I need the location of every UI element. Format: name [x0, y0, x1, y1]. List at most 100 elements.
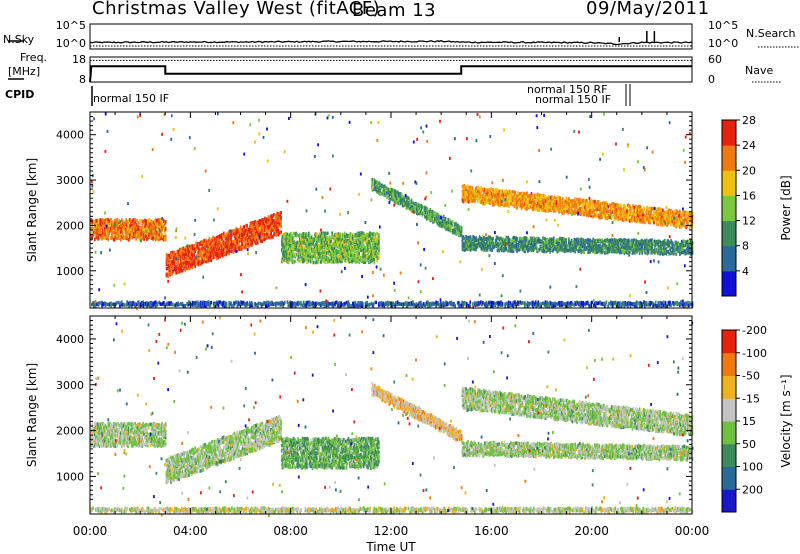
power-panel-cell: [535, 204, 537, 209]
power-panel-cell: [535, 205, 538, 210]
power-panel-cell: [328, 243, 331, 248]
power-panel-cell: [247, 231, 249, 235]
power-panel-cell: [325, 259, 327, 264]
power-panel-cell: [292, 239, 295, 244]
power-panel-cell: [378, 191, 381, 195]
power-panel-cell: [327, 256, 330, 261]
power-panel-cell: [467, 192, 470, 196]
power-panel-cell: [343, 247, 345, 252]
power-panel-cell: [142, 227, 145, 231]
power-panel-cell: [216, 245, 219, 249]
power-panel-cell: [177, 267, 179, 272]
power-panel-cell: [493, 199, 496, 203]
power-panel-cell: [507, 201, 509, 206]
power-panel-cell: [501, 199, 504, 203]
power-panel-cell: [218, 237, 221, 242]
power-panel-cell: [273, 222, 275, 226]
power-panel-cell: [399, 192, 401, 196]
power-panel-cell: [377, 238, 379, 242]
power-panel-cell: [140, 232, 143, 236]
power-panel-cell: [161, 226, 163, 231]
power-panel-cell: [169, 255, 171, 259]
power-panel-cell: [536, 201, 539, 206]
power-panel-cell: [492, 191, 494, 195]
power-panel-cell: [120, 226, 123, 231]
power-panel-cell: [120, 218, 123, 222]
power-panel-cell: [173, 250, 176, 255]
power-panel-cell: [301, 236, 304, 241]
power-panel-cell: [236, 246, 239, 251]
power-panel-cell: [563, 211, 566, 215]
power-panel-cell: [143, 220, 145, 224]
power-panel-cell: [513, 204, 516, 208]
power-panel-cell: [290, 235, 292, 239]
power-panel-cell: [477, 189, 480, 194]
power-panel-cell: [503, 191, 506, 195]
power-panel-cell: [499, 197, 501, 202]
power-panel-cell: [249, 240, 252, 245]
power-panel-cell: [372, 258, 375, 263]
power-panel-cell: [359, 258, 361, 263]
power-panel-cell: [345, 235, 348, 240]
power-panel-cell: [94, 221, 97, 225]
power-panel-cell: [495, 199, 498, 203]
power-panel-cell: [363, 232, 366, 236]
power-panel-cell: [291, 249, 293, 253]
power-panel-cell: [431, 212, 433, 216]
power-panel-cell: [147, 218, 150, 223]
power-panel-cell: [353, 245, 356, 249]
power-panel-cell: [124, 227, 127, 231]
power-panel-cell: [568, 210, 570, 214]
power-panel-cell: [526, 207, 528, 211]
power-panel-cell: [402, 201, 405, 205]
power-panel-cell: [442, 218, 445, 223]
power-panel-cell: [196, 244, 198, 248]
power-panel-cell: [371, 188, 374, 192]
power-panel-cell: [363, 254, 366, 258]
power-panel-cell: [288, 254, 290, 258]
power-panel-cell: [165, 260, 168, 264]
power-panel-cell: [516, 204, 518, 208]
power-panel-cell: [487, 194, 490, 198]
power-panel-cell: [391, 190, 394, 195]
power-panel-cell: [197, 257, 200, 261]
power-panel-cell: [524, 195, 526, 199]
freq-tick: 8: [79, 73, 86, 86]
power-panel-cell: [325, 251, 327, 255]
power-panel-cell: [594, 199, 596, 204]
power-panel-cell: [267, 223, 270, 228]
power-panel-cell: [557, 201, 560, 206]
power-panel-cell: [415, 202, 417, 206]
power-panel-cell: [122, 225, 125, 230]
power-panel-cell: [356, 250, 359, 254]
power-panel-cell: [429, 208, 432, 212]
power-panel-cell: [108, 228, 111, 233]
power-panel-cell: [324, 252, 326, 256]
power-panel-cell: [103, 220, 105, 225]
power-panel-cell: [216, 243, 219, 247]
power-panel-cell: [283, 245, 286, 249]
power-panel-cell: [331, 244, 333, 249]
power-panel-cell: [551, 195, 553, 199]
power-panel-cell: [184, 261, 187, 265]
power-panel-cell: [191, 251, 194, 255]
power-panel-cell: [261, 228, 264, 233]
power-panel-cell: [176, 261, 179, 265]
power-panel-cell: [274, 219, 277, 223]
power-panel-cell: [261, 233, 264, 237]
power-panel-cell: [494, 187, 497, 192]
power-panel-cell: [316, 239, 318, 243]
power-panel-cell: [366, 258, 368, 263]
power-panel-cell: [238, 228, 240, 232]
power-panel-cell: [523, 192, 526, 196]
power-panel-cell: [285, 239, 288, 244]
power-panel-cell: [91, 235, 93, 240]
power-panel-cell: [284, 234, 287, 239]
power-panel-cell: [376, 259, 378, 263]
power-panel-cell: [125, 227, 128, 232]
power-panel-cell: [322, 242, 325, 247]
power-panel-cell: [355, 250, 358, 254]
power-panel-cell: [460, 230, 463, 234]
power-panel-cell: [177, 263, 179, 268]
power-panel-cell: [334, 233, 336, 237]
